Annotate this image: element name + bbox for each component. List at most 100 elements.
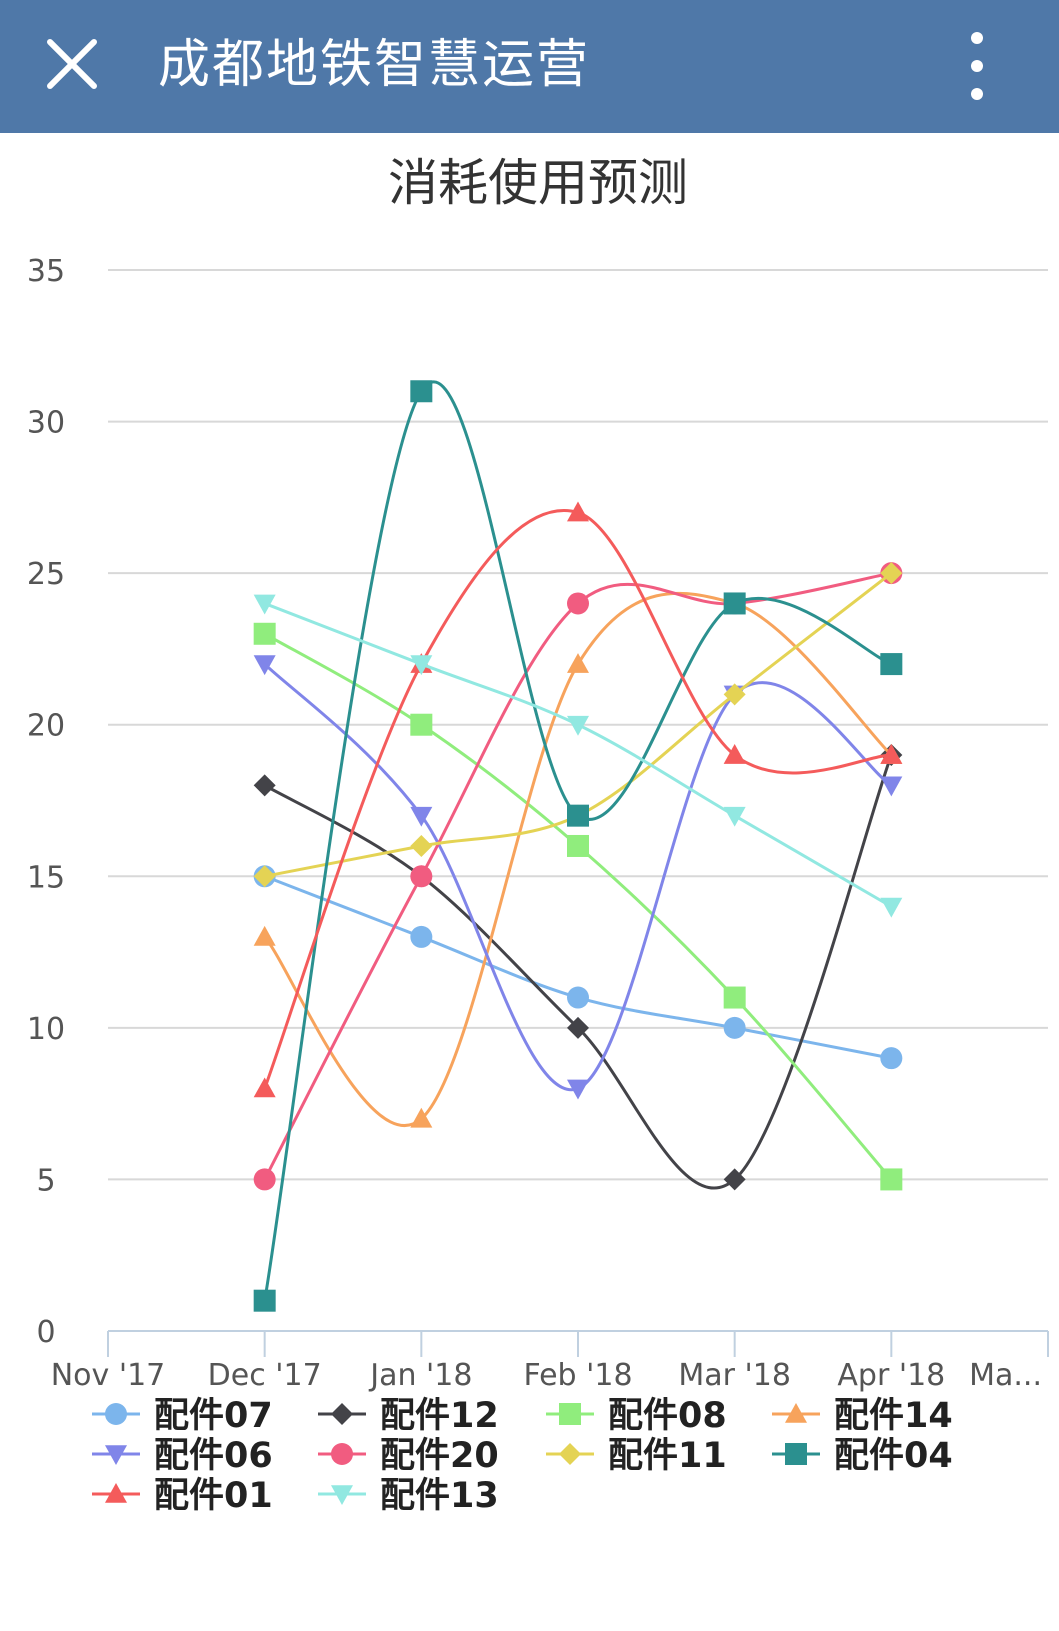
x-tick-label: Ma... [969,1358,1042,1393]
legend-label: 配件20 [380,1436,499,1476]
data-point[interactable] [253,1168,276,1191]
legend-label: 配件01 [154,1476,273,1516]
series-9 [253,501,903,1098]
legend-symbol [785,1443,807,1465]
x-tick-label: Dec '17 [208,1358,322,1393]
legend: 配件07 配件12 配件08 配件14 配件06 配件20 配件11 配件04 配件01 配件13 [92,1396,953,1516]
data-point[interactable] [410,865,433,888]
y-tick-label: 10 [27,1012,65,1047]
app-title: 成都地铁智慧运营 [158,35,591,95]
y-tick-label: 25 [27,557,65,592]
y-tick-label: 20 [27,709,65,744]
data-point[interactable] [880,744,903,764]
more-vertical-icon[interactable] [955,28,999,104]
legend-symbol [331,1485,353,1505]
data-point[interactable] [253,622,276,645]
y-tick-label: 35 [27,254,65,289]
legend-item[interactable]: 配件13 [318,1476,499,1516]
y-tick-label: 5 [36,1163,55,1198]
data-point[interactable] [253,1077,276,1098]
series-line [263,591,893,1128]
legend-label: 配件08 [608,1396,727,1436]
series-8 [253,380,903,1312]
chart-title: 消耗使用预测 [388,154,688,212]
data-point[interactable] [567,1079,589,1100]
data-point[interactable] [723,986,746,1009]
data-point[interactable] [567,1016,589,1039]
data-point[interactable] [723,592,746,615]
x-tick-label: Nov '17 [51,1358,166,1393]
x-tick-label: Apr '18 [837,1358,945,1393]
data-point[interactable] [880,562,903,585]
data-point[interactable] [723,744,746,764]
data-point[interactable] [253,925,276,946]
y-tick-label: 15 [27,860,65,895]
legend-item[interactable]: 配件14 [772,1396,953,1436]
legend-item[interactable]: 配件12 [318,1396,499,1436]
data-point[interactable] [723,1016,746,1039]
legend-item[interactable]: 配件20 [318,1436,499,1476]
data-point[interactable] [410,655,433,676]
legend-symbol [105,1403,127,1425]
data-point[interactable] [410,834,433,857]
legend-label: 配件13 [380,1476,499,1516]
data-point[interactable] [410,925,433,948]
line-chart: 消耗使用预测 0 5 10 15 20 25 30 35 Nov '17 Dec '17 Jan … [27,154,1049,1516]
legend-label: 配件04 [834,1436,953,1476]
series-layer [253,380,903,1312]
series-3 [253,622,903,1191]
app-header: 成都地铁智慧运营 [0,0,1059,133]
data-point[interactable] [567,592,589,615]
legend-label: 配件14 [834,1396,953,1436]
x-axis: Nov '17 Dec '17 Jan '18 Feb '18 Mar '18 Apr '… [51,1330,1049,1393]
legend-item[interactable]: 配件08 [546,1396,727,1436]
data-point[interactable] [880,653,903,676]
legend-item[interactable]: 配件06 [92,1436,273,1476]
legend-symbol [785,1403,807,1423]
legend-label: 配件11 [608,1436,727,1476]
legend-label: 配件06 [154,1436,273,1476]
y-axis-labels: 0 5 10 15 20 25 30 35 [27,254,65,1350]
data-point[interactable] [253,655,276,676]
legend-label: 配件12 [380,1396,499,1436]
legend-item[interactable]: 配件07 [92,1396,273,1436]
series-10 [253,594,903,918]
data-point[interactable] [410,713,433,736]
y-tick-label: 0 [36,1315,55,1350]
data-point[interactable] [567,501,589,522]
legend-item[interactable]: 配件04 [772,1436,953,1476]
x-tick-label: Mar '18 [678,1358,791,1393]
data-point[interactable] [567,653,589,673]
data-point[interactable] [410,806,433,827]
data-point[interactable] [410,1107,433,1128]
data-point[interactable] [880,897,903,918]
series-line [263,509,892,1090]
data-point[interactable] [880,1168,903,1191]
data-point[interactable] [253,1289,276,1312]
legend-symbol [559,1403,581,1425]
series-line [263,754,893,1190]
legend-item[interactable]: 配件11 [546,1436,727,1476]
legend-symbol [331,1443,353,1465]
data-point[interactable] [253,594,276,615]
data-point[interactable] [253,774,276,797]
legend-label: 配件07 [154,1396,273,1436]
data-point[interactable] [723,806,746,827]
data-point[interactable] [880,776,903,797]
data-point[interactable] [723,683,746,706]
data-point[interactable] [410,380,433,403]
legend-symbol [559,1443,581,1465]
data-point[interactable] [723,1168,746,1191]
data-point[interactable] [253,865,276,888]
data-point[interactable] [567,804,589,827]
legend-symbol [331,1403,353,1425]
y-tick-label: 30 [27,406,65,441]
legend-symbol [105,1483,127,1503]
legend-item[interactable]: 配件01 [92,1476,273,1516]
data-point[interactable] [567,715,589,736]
data-point[interactable] [567,834,589,857]
data-point[interactable] [880,1047,903,1070]
data-point[interactable] [567,986,589,1009]
close-icon[interactable] [40,32,104,96]
x-tick-label: Feb '18 [523,1358,632,1393]
